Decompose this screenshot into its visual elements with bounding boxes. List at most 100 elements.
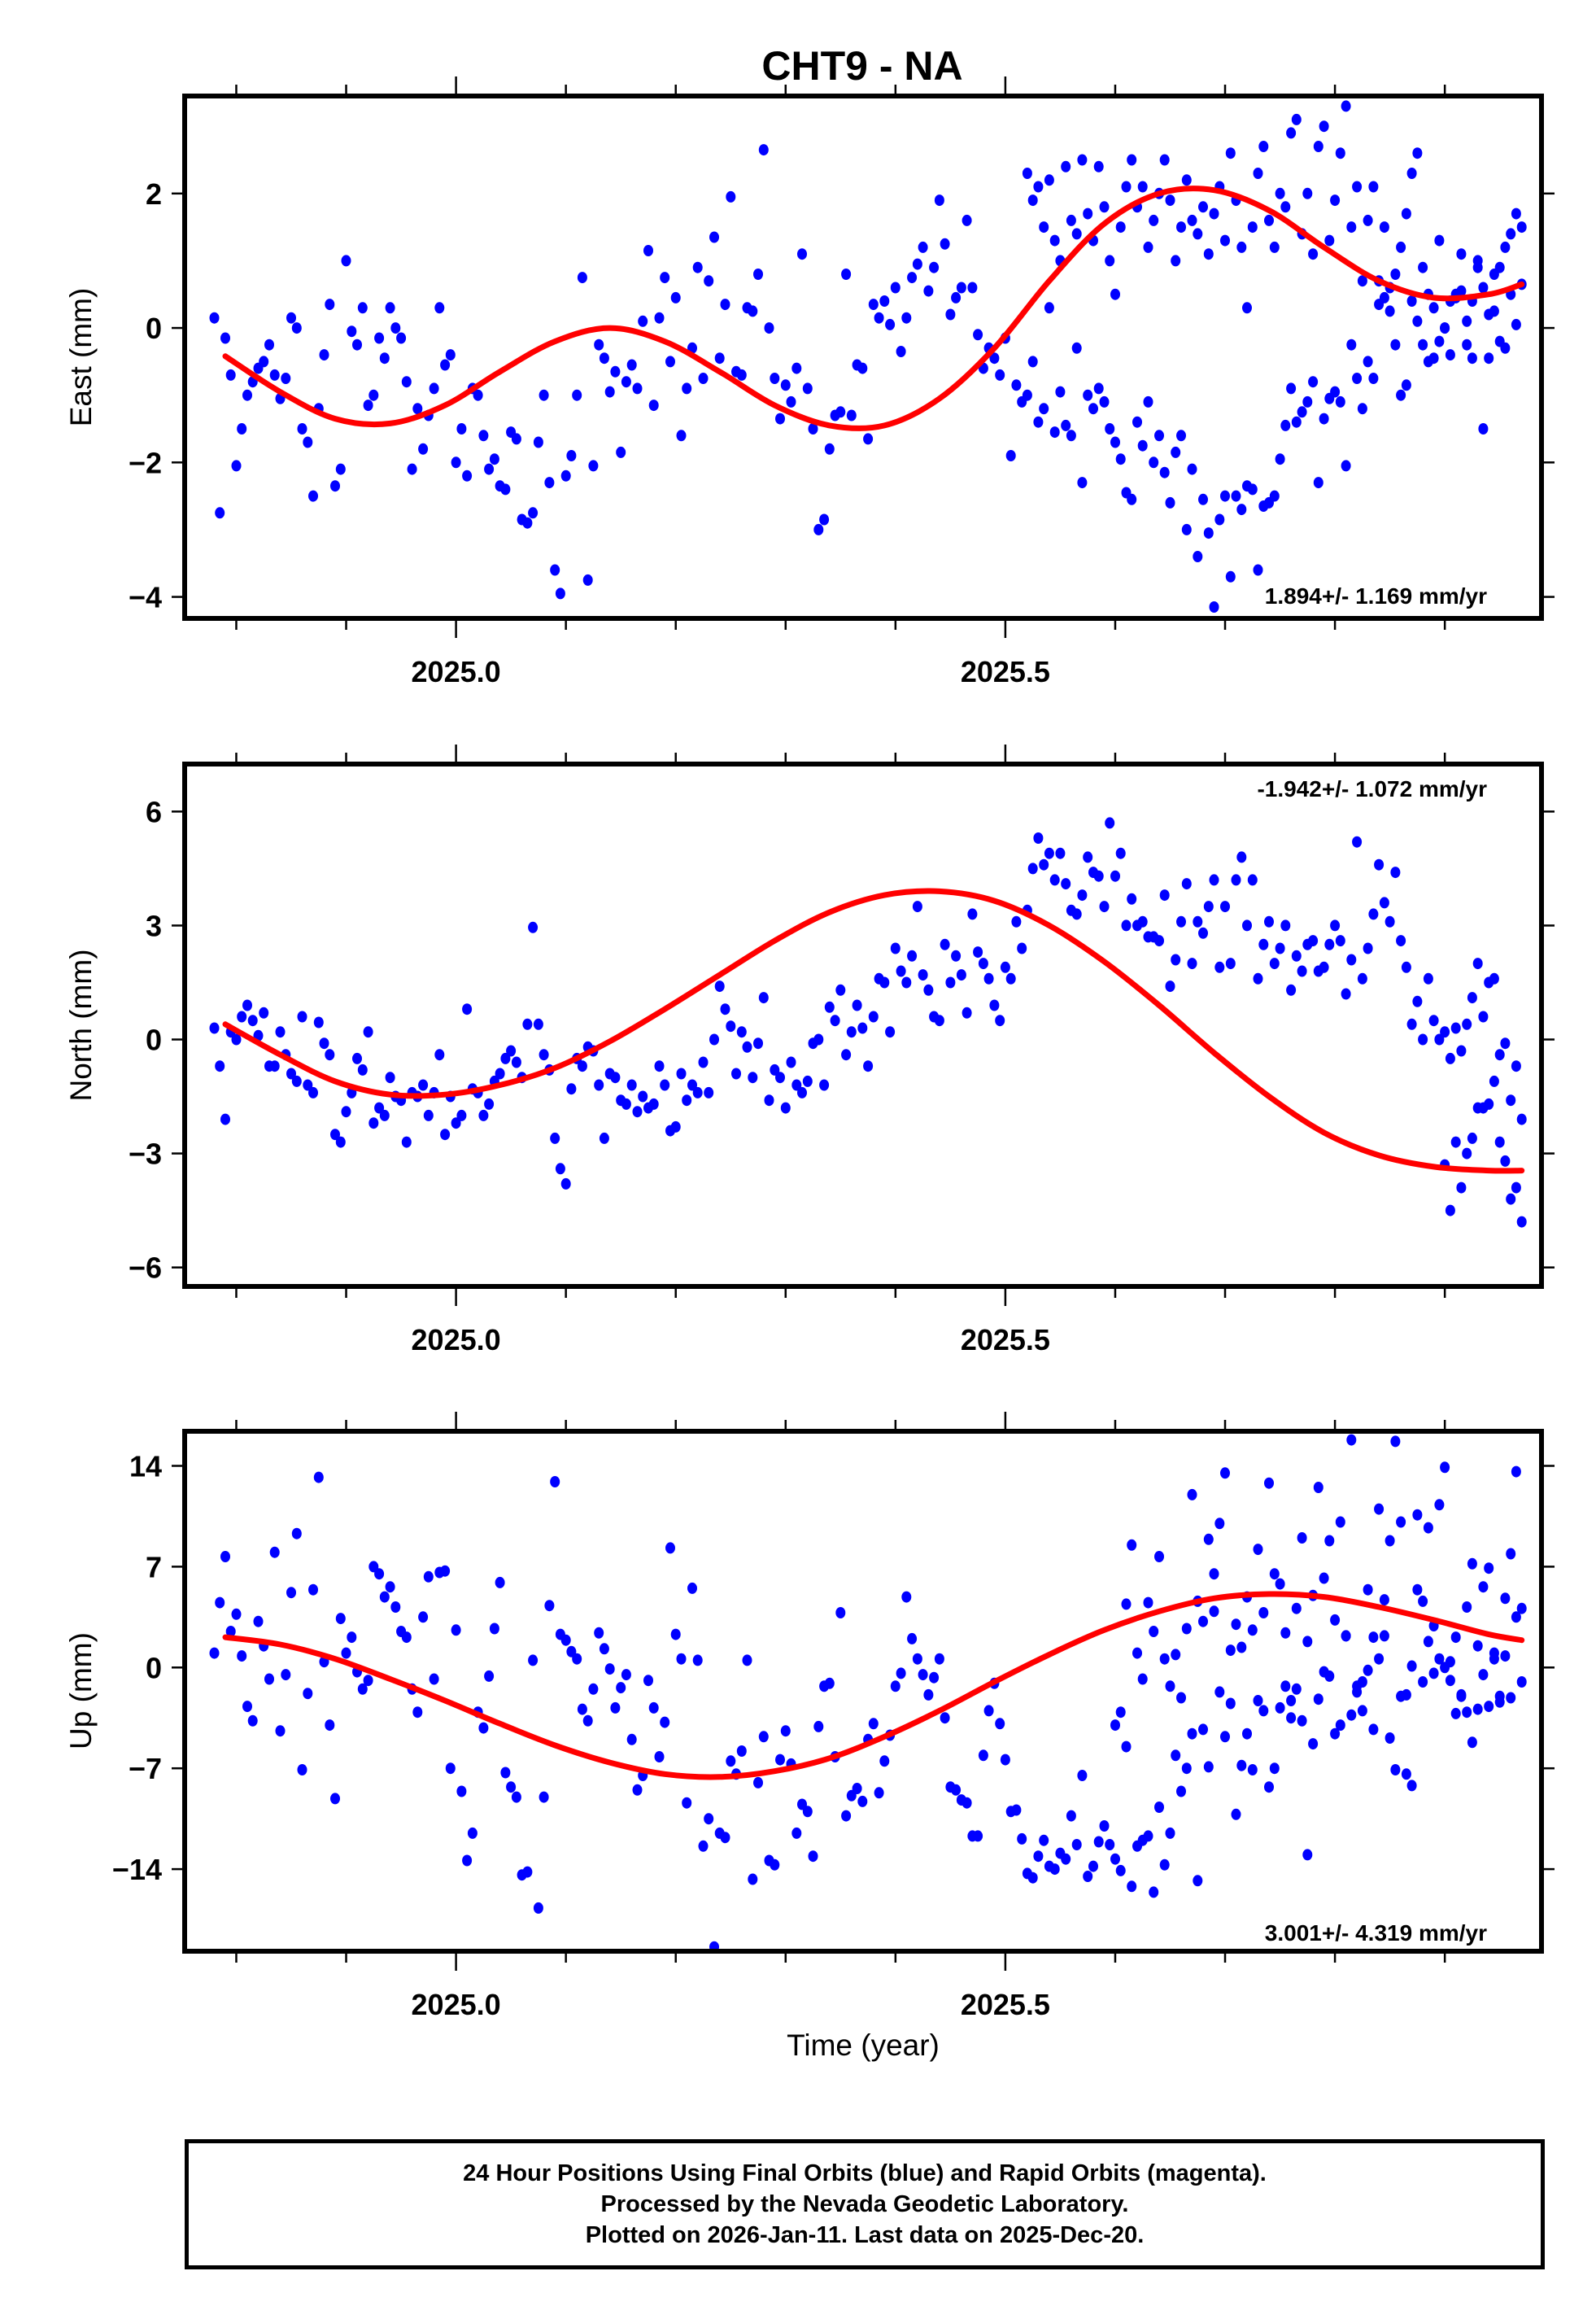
data-point <box>863 433 874 445</box>
data-point <box>291 322 302 334</box>
data-point <box>1401 207 1411 220</box>
data-point <box>1313 141 1323 152</box>
y-tick-label: −2 <box>129 446 162 479</box>
data-point <box>1203 1533 1214 1545</box>
data-point <box>495 1068 505 1080</box>
data-point <box>1472 255 1483 267</box>
data-point <box>1154 1551 1164 1562</box>
data-point <box>1346 954 1357 966</box>
data-point <box>736 369 747 381</box>
data-point <box>1198 1723 1208 1736</box>
data-point <box>720 1832 730 1844</box>
data-point <box>1390 1435 1401 1448</box>
data-point <box>401 1631 412 1644</box>
data-point <box>539 389 549 401</box>
data-point <box>736 1745 747 1757</box>
data-point <box>1335 935 1345 947</box>
data-point <box>1489 1075 1499 1087</box>
data-point <box>1137 1673 1148 1685</box>
data-point <box>572 1653 582 1665</box>
data-point <box>1247 1624 1258 1636</box>
data-point <box>1214 1518 1225 1530</box>
data-point <box>445 1762 456 1775</box>
data-point <box>1127 1539 1137 1551</box>
data-point <box>1406 1780 1417 1792</box>
data-point <box>215 1596 225 1609</box>
data-point <box>1484 352 1494 365</box>
data-point <box>1066 1810 1076 1822</box>
data-point <box>308 1583 318 1596</box>
data-point <box>1121 1740 1132 1753</box>
data-point <box>857 1795 868 1807</box>
data-point <box>1171 1749 1181 1762</box>
data-point <box>495 1576 505 1588</box>
data-point <box>852 999 862 1011</box>
data-point <box>1093 1836 1104 1848</box>
data-point <box>1385 1732 1395 1744</box>
data-point <box>1291 950 1302 962</box>
data-point <box>423 1570 434 1583</box>
data-point <box>1044 174 1054 186</box>
data-point <box>879 1755 890 1767</box>
data-point <box>1428 352 1439 365</box>
y-tick-label: 2 <box>146 177 162 211</box>
data-point <box>1484 1701 1494 1713</box>
data-point <box>704 1813 714 1825</box>
data-point <box>1198 1615 1208 1627</box>
data-point <box>1264 915 1274 928</box>
data-point <box>934 1653 944 1665</box>
data-point <box>726 1020 736 1033</box>
data-point <box>1516 1113 1527 1125</box>
data-point <box>846 409 857 421</box>
data-point <box>418 1079 429 1091</box>
data-point <box>676 430 687 442</box>
y-tick-label: 3 <box>146 909 162 942</box>
data-point <box>1467 992 1477 1004</box>
data-point <box>1220 234 1230 247</box>
y-tick-label: −3 <box>129 1138 162 1171</box>
data-point <box>758 1731 769 1743</box>
data-point <box>1462 1147 1472 1160</box>
data-point <box>1049 234 1060 247</box>
data-point <box>1000 961 1010 973</box>
data-point <box>1472 1640 1483 1652</box>
data-point <box>1308 1738 1319 1750</box>
data-point <box>1313 1693 1323 1705</box>
data-point <box>396 332 407 344</box>
data-point <box>770 1063 780 1076</box>
data-point <box>599 1643 609 1655</box>
data-point <box>1258 1607 1269 1618</box>
data-point <box>291 1075 302 1087</box>
data-point <box>770 373 780 384</box>
data-point <box>1061 419 1071 431</box>
data-point <box>835 406 846 418</box>
data-point <box>670 1120 681 1133</box>
data-point <box>1039 403 1049 415</box>
data-point <box>1302 1636 1313 1648</box>
x-tick-label: 2025.5 <box>961 1323 1050 1356</box>
data-point <box>1055 386 1066 398</box>
data-point <box>1011 1804 1022 1816</box>
y-tick-label: −6 <box>129 1251 162 1285</box>
data-point <box>1440 1461 1450 1474</box>
data-point <box>1484 308 1494 321</box>
data-point <box>687 1079 697 1091</box>
data-point <box>473 389 483 401</box>
data-point <box>1385 915 1395 928</box>
data-point <box>1214 1686 1225 1698</box>
data-point <box>1193 551 1203 562</box>
data-point <box>297 423 307 435</box>
data-point <box>533 1902 543 1914</box>
data-point <box>1258 141 1269 152</box>
data-point <box>341 1106 351 1118</box>
data-point <box>1462 1601 1472 1613</box>
data-point <box>1335 147 1345 159</box>
plot-frame-up <box>182 1429 1544 1954</box>
data-point <box>901 976 912 989</box>
data-point <box>1330 919 1341 932</box>
data-point <box>1236 504 1247 516</box>
data-point <box>1236 1759 1247 1771</box>
data-point <box>1209 1568 1219 1580</box>
data-point <box>231 1608 242 1620</box>
data-point <box>418 1611 429 1623</box>
